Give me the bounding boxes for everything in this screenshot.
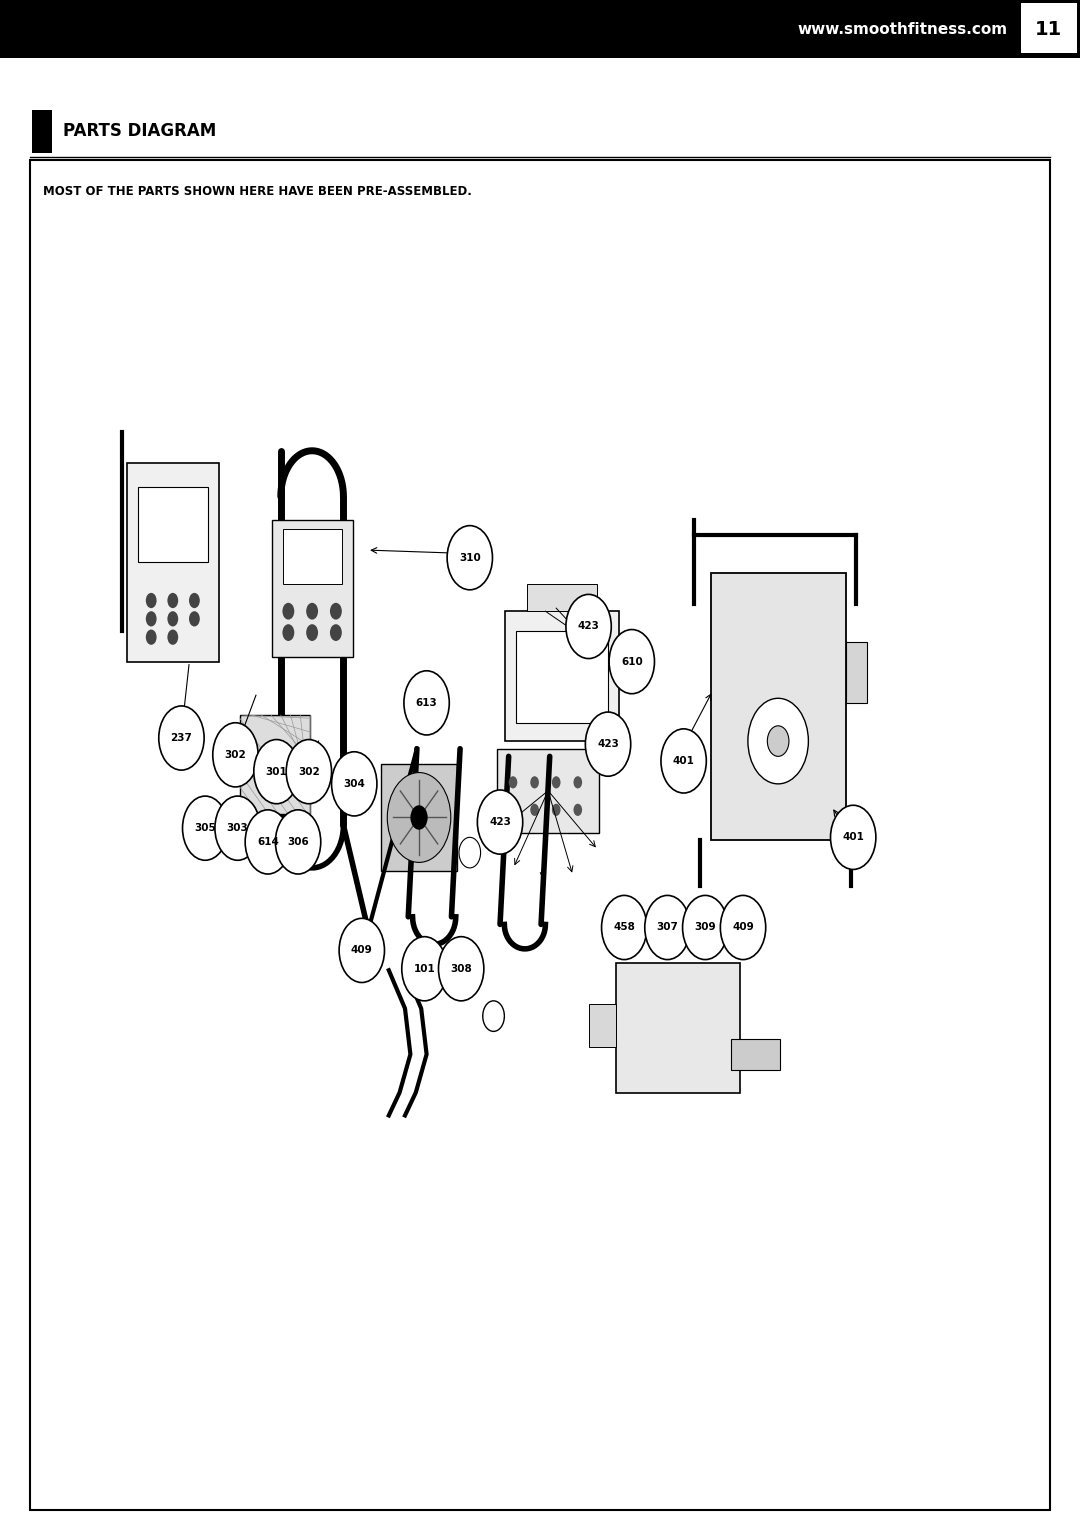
- Text: 306: 306: [287, 837, 309, 847]
- Text: 302: 302: [225, 750, 246, 759]
- Text: 305: 305: [194, 824, 216, 833]
- Circle shape: [509, 776, 517, 788]
- Circle shape: [509, 804, 517, 816]
- Bar: [589, 1004, 616, 1047]
- Circle shape: [661, 729, 706, 793]
- Text: 423: 423: [489, 817, 511, 827]
- Bar: [846, 642, 867, 703]
- Circle shape: [552, 804, 561, 816]
- Circle shape: [573, 776, 582, 788]
- Text: 423: 423: [578, 622, 599, 631]
- Bar: [272, 520, 353, 657]
- Circle shape: [609, 630, 654, 694]
- Circle shape: [146, 630, 157, 645]
- Bar: [283, 529, 342, 584]
- Circle shape: [215, 796, 260, 860]
- Circle shape: [167, 611, 178, 626]
- Circle shape: [330, 623, 341, 640]
- Circle shape: [254, 740, 299, 804]
- Bar: [240, 715, 310, 814]
- Circle shape: [831, 805, 876, 869]
- Circle shape: [483, 1001, 504, 1031]
- Circle shape: [402, 937, 447, 1001]
- Bar: [138, 487, 208, 562]
- Text: 610: 610: [621, 657, 643, 666]
- Text: 307: 307: [657, 923, 678, 932]
- Circle shape: [645, 895, 690, 960]
- Circle shape: [767, 726, 788, 756]
- Text: 409: 409: [732, 923, 754, 932]
- Text: 409: 409: [351, 946, 373, 955]
- Text: 423: 423: [597, 740, 619, 749]
- Text: MOST OF THE PARTS SHOWN HERE HAVE BEEN PRE-ASSEMBLED.: MOST OF THE PARTS SHOWN HERE HAVE BEEN P…: [43, 185, 472, 197]
- Circle shape: [167, 630, 178, 645]
- Text: 237: 237: [171, 733, 192, 743]
- Bar: [527, 584, 597, 611]
- Circle shape: [332, 752, 377, 816]
- Circle shape: [167, 593, 178, 608]
- Text: www.smoothfitness.com: www.smoothfitness.com: [797, 21, 1008, 37]
- Circle shape: [410, 805, 428, 830]
- Circle shape: [283, 623, 294, 640]
- Bar: [505, 611, 619, 741]
- Bar: [497, 749, 599, 833]
- Circle shape: [307, 602, 319, 619]
- Bar: [0, 0, 1080, 58]
- Circle shape: [245, 810, 291, 874]
- Circle shape: [283, 602, 294, 619]
- Text: 302: 302: [298, 767, 320, 776]
- Circle shape: [183, 796, 228, 860]
- Circle shape: [146, 593, 157, 608]
- Text: 101: 101: [414, 964, 435, 973]
- Text: 304: 304: [343, 779, 365, 788]
- Bar: [381, 764, 457, 871]
- Bar: [30, 160, 1050, 1510]
- Bar: [711, 573, 846, 840]
- Text: 310: 310: [459, 553, 481, 562]
- Text: 458: 458: [613, 923, 635, 932]
- Text: 614: 614: [257, 837, 279, 847]
- Circle shape: [213, 723, 258, 787]
- Text: 613: 613: [416, 698, 437, 707]
- Bar: [1021, 3, 1077, 53]
- Circle shape: [585, 712, 631, 776]
- Circle shape: [566, 594, 611, 659]
- Text: 401: 401: [673, 756, 694, 766]
- Circle shape: [573, 804, 582, 816]
- Circle shape: [747, 698, 808, 784]
- Circle shape: [330, 602, 341, 619]
- Circle shape: [602, 895, 647, 960]
- Circle shape: [683, 895, 728, 960]
- Circle shape: [720, 895, 766, 960]
- Circle shape: [388, 773, 450, 862]
- Circle shape: [552, 776, 561, 788]
- Text: PARTS DIAGRAM: PARTS DIAGRAM: [63, 122, 216, 141]
- Bar: [516, 631, 608, 723]
- Text: 303: 303: [227, 824, 248, 833]
- Circle shape: [404, 671, 449, 735]
- Circle shape: [275, 810, 321, 874]
- Circle shape: [447, 526, 492, 590]
- Bar: [127, 463, 219, 662]
- Text: 11: 11: [1035, 20, 1063, 38]
- Text: 301: 301: [266, 767, 287, 776]
- Circle shape: [286, 740, 332, 804]
- Circle shape: [438, 937, 484, 1001]
- Text: 309: 309: [694, 923, 716, 932]
- Text: 308: 308: [450, 964, 472, 973]
- Text: 401: 401: [842, 833, 864, 842]
- Circle shape: [477, 790, 523, 854]
- Bar: [32, 110, 52, 153]
- Circle shape: [339, 918, 384, 983]
- Bar: [731, 1039, 780, 1070]
- Circle shape: [146, 611, 157, 626]
- Circle shape: [159, 706, 204, 770]
- Circle shape: [530, 776, 539, 788]
- Circle shape: [189, 593, 200, 608]
- Circle shape: [307, 623, 319, 640]
- Circle shape: [189, 611, 200, 626]
- Circle shape: [530, 804, 539, 816]
- Bar: [616, 963, 740, 1093]
- Circle shape: [459, 837, 481, 868]
